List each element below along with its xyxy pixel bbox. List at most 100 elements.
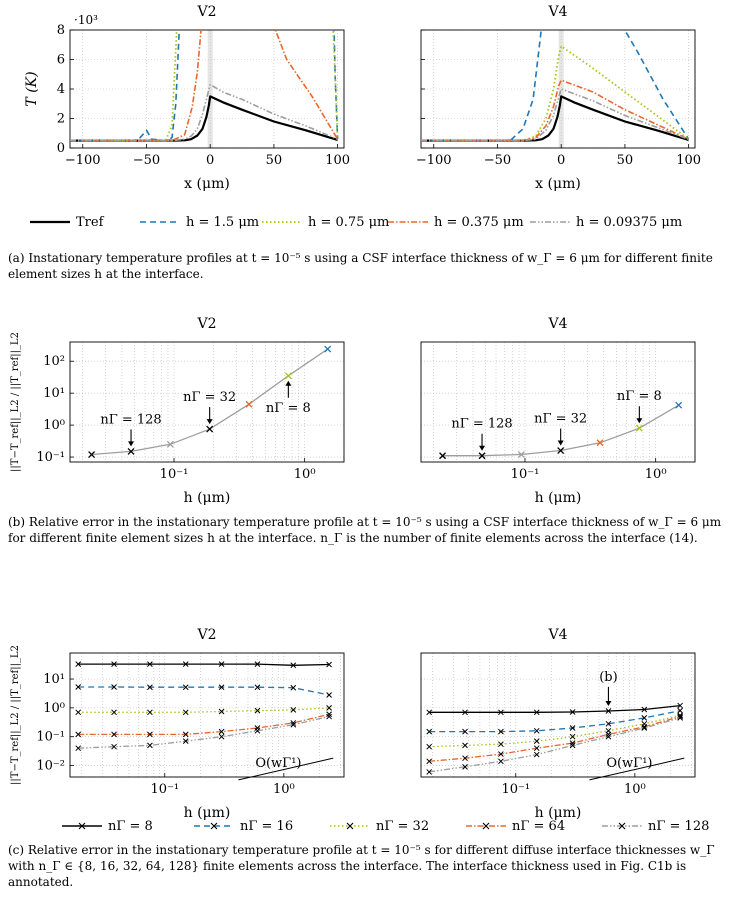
data-point xyxy=(182,731,189,738)
annotation-label: nΓ = 32 xyxy=(183,390,236,405)
data-point xyxy=(245,400,253,408)
legend-label: h = 1.5 μm xyxy=(186,215,259,230)
plot-frame xyxy=(69,341,345,463)
data-point xyxy=(75,731,82,738)
y-axis-label: ||T−T_ref||_L2 / ||T_ref||_L2 xyxy=(10,332,21,472)
data-point xyxy=(533,709,540,716)
series-line xyxy=(70,83,338,142)
data-point xyxy=(290,707,297,713)
annotation-label: nΓ = 8 xyxy=(266,401,311,416)
data-point xyxy=(111,709,117,716)
chart-b_V4: 10⁻¹ 10⁰ V4 h (μm) nΓ = 128 nΓ = 32 nΓ = 8 xyxy=(420,316,696,506)
y-tick-label: 8 xyxy=(57,23,65,38)
annotation-label: nΓ = 8 xyxy=(617,389,662,404)
data-point xyxy=(635,424,643,432)
y-tick-label: 10⁻² xyxy=(36,759,65,774)
x-axis-label: h (μm) xyxy=(184,805,231,821)
y-axis-label: ||T−T_ref||_L2 / ||T_ref||_L2 xyxy=(10,645,21,785)
data-point xyxy=(218,684,225,691)
legend-a: Tref h = 1.5 μm h = 0.75 μm h = 0.375 μm h =… xyxy=(30,215,682,230)
series-line xyxy=(623,30,690,140)
x-tick-label: 10⁰ xyxy=(624,782,646,797)
data-point xyxy=(439,452,447,460)
data-point xyxy=(533,738,540,745)
x-tick-label: 0 xyxy=(206,153,214,168)
slope-label: O(wΓ¹) xyxy=(255,756,301,771)
data-point xyxy=(147,709,153,716)
data-point xyxy=(677,702,683,709)
data-point xyxy=(254,661,261,667)
slope-line xyxy=(589,757,685,781)
series-line xyxy=(421,79,689,142)
x-tick-label: 10⁻¹ xyxy=(511,467,540,482)
series-line xyxy=(70,30,202,142)
data-point xyxy=(426,769,433,775)
data-point xyxy=(569,725,576,731)
data-point xyxy=(147,684,153,691)
plot-frame xyxy=(69,652,345,778)
data-point xyxy=(111,731,117,738)
data-point xyxy=(462,742,468,749)
annotation-arrowhead xyxy=(285,380,292,386)
data-point xyxy=(605,708,612,714)
chart-title: V2 xyxy=(196,627,216,643)
series-line xyxy=(429,704,681,713)
x-tick-label: 10⁻¹ xyxy=(150,782,179,797)
x-tick-label: 50 xyxy=(266,153,283,168)
data-point xyxy=(517,451,525,458)
annotation-label: (b) xyxy=(599,670,617,685)
data-point xyxy=(533,727,540,734)
data-point xyxy=(182,738,189,745)
y-tick-label: 10⁻¹ xyxy=(36,730,65,745)
y-tick-label: 2 xyxy=(57,112,65,127)
x-axis-label: x (μm) xyxy=(535,176,581,192)
data-point xyxy=(326,692,332,698)
plot-frame xyxy=(420,341,696,463)
data-point xyxy=(605,720,612,727)
x-tick-label: 0 xyxy=(557,153,565,168)
x-tick-label: 50 xyxy=(617,153,634,168)
chart-c_V4: 10⁻¹ 10⁰ V4 h (μm) O(wΓ¹) (b) xyxy=(420,627,696,821)
data-point xyxy=(182,684,189,691)
data-point xyxy=(218,728,225,735)
x-tick-label: 10⁰ xyxy=(294,467,316,482)
data-point xyxy=(290,721,297,728)
data-point xyxy=(478,452,486,460)
series-line xyxy=(70,30,178,142)
annotation-arrowhead xyxy=(636,418,643,424)
plot-area xyxy=(426,702,683,775)
chart-title: V4 xyxy=(547,4,567,20)
data-point xyxy=(147,661,153,667)
x-axis-label: h (μm) xyxy=(184,490,231,506)
slope-label: O(wΓ¹) xyxy=(606,756,652,771)
legend-label: h = 0.75 μm xyxy=(308,215,389,230)
chart-title: V4 xyxy=(547,627,567,643)
data-point xyxy=(557,447,565,454)
data-point xyxy=(75,745,82,752)
chart-title: V4 xyxy=(547,316,567,332)
data-point xyxy=(111,661,117,667)
legend-marker xyxy=(78,822,86,830)
y-tick-label: 10¹ xyxy=(43,386,65,401)
series-line xyxy=(429,710,681,733)
annotation-arrowhead xyxy=(206,419,213,425)
caption-b: (b) Relative error in the instationary t… xyxy=(8,515,722,545)
data-point xyxy=(75,684,82,690)
x-tick-label: −50 xyxy=(133,153,160,168)
y-tick-label: 10² xyxy=(43,354,65,369)
plot-area xyxy=(75,661,332,752)
data-point xyxy=(127,447,135,455)
x-tick-label: −100 xyxy=(416,153,452,168)
series-line xyxy=(70,95,338,142)
y-multiplier: ·10³ xyxy=(74,13,98,27)
x-tick-label: 10⁻¹ xyxy=(160,467,189,482)
data-point xyxy=(569,709,576,715)
legend-marker xyxy=(482,822,490,830)
data-point xyxy=(324,345,332,353)
interface-band xyxy=(558,30,564,148)
grid xyxy=(421,342,696,462)
annotation-label: nΓ = 128 xyxy=(451,417,512,432)
data-point xyxy=(75,661,82,667)
legend-label: h = 0.375 μm xyxy=(434,215,524,230)
